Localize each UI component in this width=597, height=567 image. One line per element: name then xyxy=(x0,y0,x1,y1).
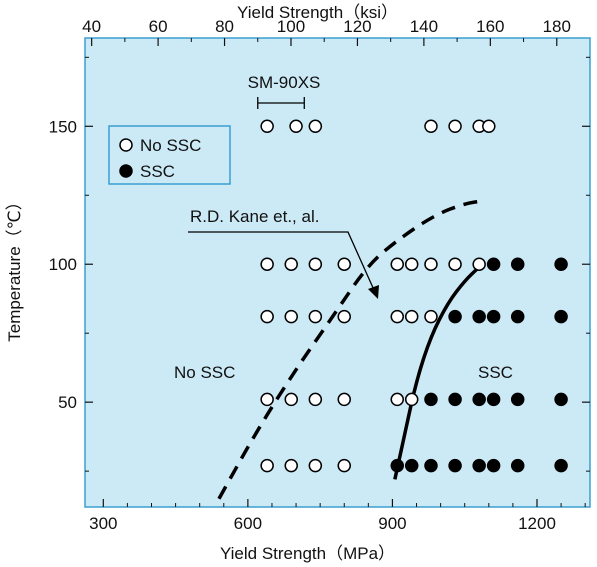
ssc-point xyxy=(486,257,501,271)
no-ssc-point xyxy=(472,257,486,271)
no-ssc-point xyxy=(308,119,323,134)
no-ssc-point xyxy=(260,119,274,134)
y-tick-label: 50 xyxy=(58,393,77,412)
no-ssc-point xyxy=(390,392,405,407)
ssc-point xyxy=(554,458,568,473)
ssc-point xyxy=(510,392,525,407)
legend-marker xyxy=(119,164,133,178)
x2-tick-label: 140 xyxy=(410,17,438,36)
ssc-point xyxy=(554,309,568,324)
legend: No SSC SSC xyxy=(108,125,231,185)
x2-tick-label: 60 xyxy=(149,17,168,36)
no-ssc-point xyxy=(424,119,438,134)
x2-axis-title: Yield Strength（ksi） xyxy=(237,3,398,22)
x2-tick-label: 180 xyxy=(543,17,571,36)
ssc-point xyxy=(486,309,501,324)
curves xyxy=(217,199,485,500)
ssc-point xyxy=(424,392,438,407)
ssc-point xyxy=(472,458,486,473)
no-ssc-point xyxy=(424,309,438,324)
region-label-ssc: SSC xyxy=(478,363,513,382)
no-ssc-point xyxy=(404,309,419,324)
kane-leader-arrowhead xyxy=(368,285,379,299)
no-ssc-point xyxy=(390,309,405,324)
x2-tick-label: 120 xyxy=(343,17,371,36)
no-ssc-point xyxy=(390,257,405,271)
ssc-point xyxy=(486,458,501,473)
ssc-point xyxy=(554,392,568,407)
no-ssc-point xyxy=(424,257,438,271)
ssc-point xyxy=(390,458,405,473)
no-ssc-point xyxy=(308,392,323,407)
legend-marker xyxy=(119,138,133,152)
ssc-point xyxy=(472,392,486,407)
no-ssc-point xyxy=(260,309,274,324)
no-ssc-point xyxy=(404,257,419,271)
x2-tick-label: 40 xyxy=(82,17,101,36)
no-ssc-point xyxy=(284,257,298,271)
no-ssc-point xyxy=(284,392,298,407)
x-axis-title: Yield Strength（MPa） xyxy=(220,544,395,563)
kane-leader-line xyxy=(188,231,375,291)
no-ssc-point xyxy=(404,392,419,407)
ssc-point xyxy=(510,458,525,473)
x-tick-label: 900 xyxy=(378,514,406,533)
x-tick-label: 600 xyxy=(234,514,262,533)
no-ssc-point xyxy=(482,119,496,134)
x2-tick-label: 100 xyxy=(277,17,305,36)
ssc-point xyxy=(404,458,419,473)
no-ssc-point xyxy=(337,458,351,473)
no-ssc-point xyxy=(448,257,462,271)
ssc-point xyxy=(554,257,568,271)
axes: 300 600 900 1200 40 60 80 100 120 140 160 180 50 100 1… xyxy=(5,3,590,563)
kane-boundary-curve xyxy=(217,199,485,500)
ssc-point xyxy=(448,309,462,324)
ssc-point xyxy=(424,458,438,473)
no-ssc-point xyxy=(448,119,462,134)
ssc-point xyxy=(472,309,486,324)
x-tick-label: 1200 xyxy=(518,514,556,533)
data-points xyxy=(260,119,568,473)
no-ssc-point xyxy=(308,458,323,473)
ssc-boundary-curve xyxy=(393,265,481,480)
no-ssc-point xyxy=(337,392,351,407)
no-ssc-point xyxy=(260,257,274,271)
y-tick-label: 150 xyxy=(49,117,77,136)
ssc-point xyxy=(510,309,525,324)
x-tick-label: 300 xyxy=(89,514,117,533)
no-ssc-point xyxy=(308,257,323,271)
y-axis-title: Temperature（℃） xyxy=(5,193,24,342)
x2-tick-label: 80 xyxy=(215,17,234,36)
no-ssc-point xyxy=(260,458,274,473)
legend-label: SSC xyxy=(140,162,175,181)
ssc-point xyxy=(448,458,462,473)
no-ssc-point xyxy=(284,458,298,473)
kane-label: R.D. Kane et., al. xyxy=(190,207,319,226)
no-ssc-point xyxy=(284,309,298,324)
no-ssc-point xyxy=(260,392,274,407)
y-tick-label: 100 xyxy=(49,255,77,274)
x2-tick-label: 160 xyxy=(476,17,504,36)
plot-background xyxy=(84,37,591,508)
annotations: SM-90XS R.D. Kane et., al. No SSC SSC xyxy=(174,73,513,382)
ssc-point xyxy=(486,392,501,407)
no-ssc-point xyxy=(289,119,303,134)
legend-label: No SSC xyxy=(140,136,201,155)
sm-90xs-label: SM-90XS xyxy=(248,73,321,92)
no-ssc-point xyxy=(337,309,351,324)
no-ssc-point xyxy=(337,257,351,271)
ssc-point xyxy=(448,392,462,407)
ssc-point xyxy=(510,257,525,271)
region-label-no-ssc: No SSC xyxy=(174,363,235,382)
no-ssc-point xyxy=(308,309,323,324)
